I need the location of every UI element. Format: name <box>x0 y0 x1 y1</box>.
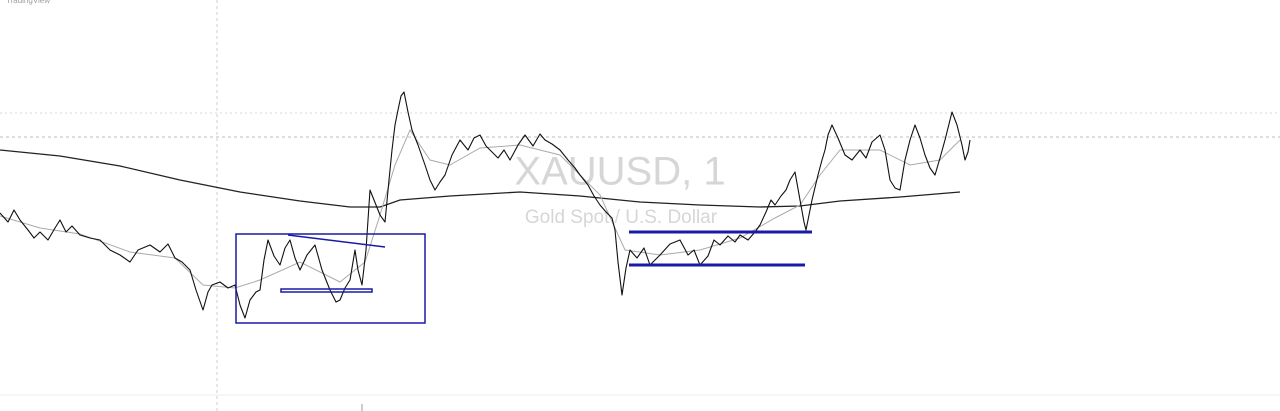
header-brand: TradingView <box>6 0 50 5</box>
drawing-trendline <box>287 234 386 248</box>
price-series <box>0 91 971 319</box>
drawing-support-zone <box>280 288 373 293</box>
watermark-description: Gold Spot / U.S. Dollar <box>525 207 718 228</box>
watermark-symbol: XAUUSD, 1 <box>514 150 725 194</box>
moving-average-long <box>0 149 961 208</box>
drawing-box <box>235 233 426 324</box>
